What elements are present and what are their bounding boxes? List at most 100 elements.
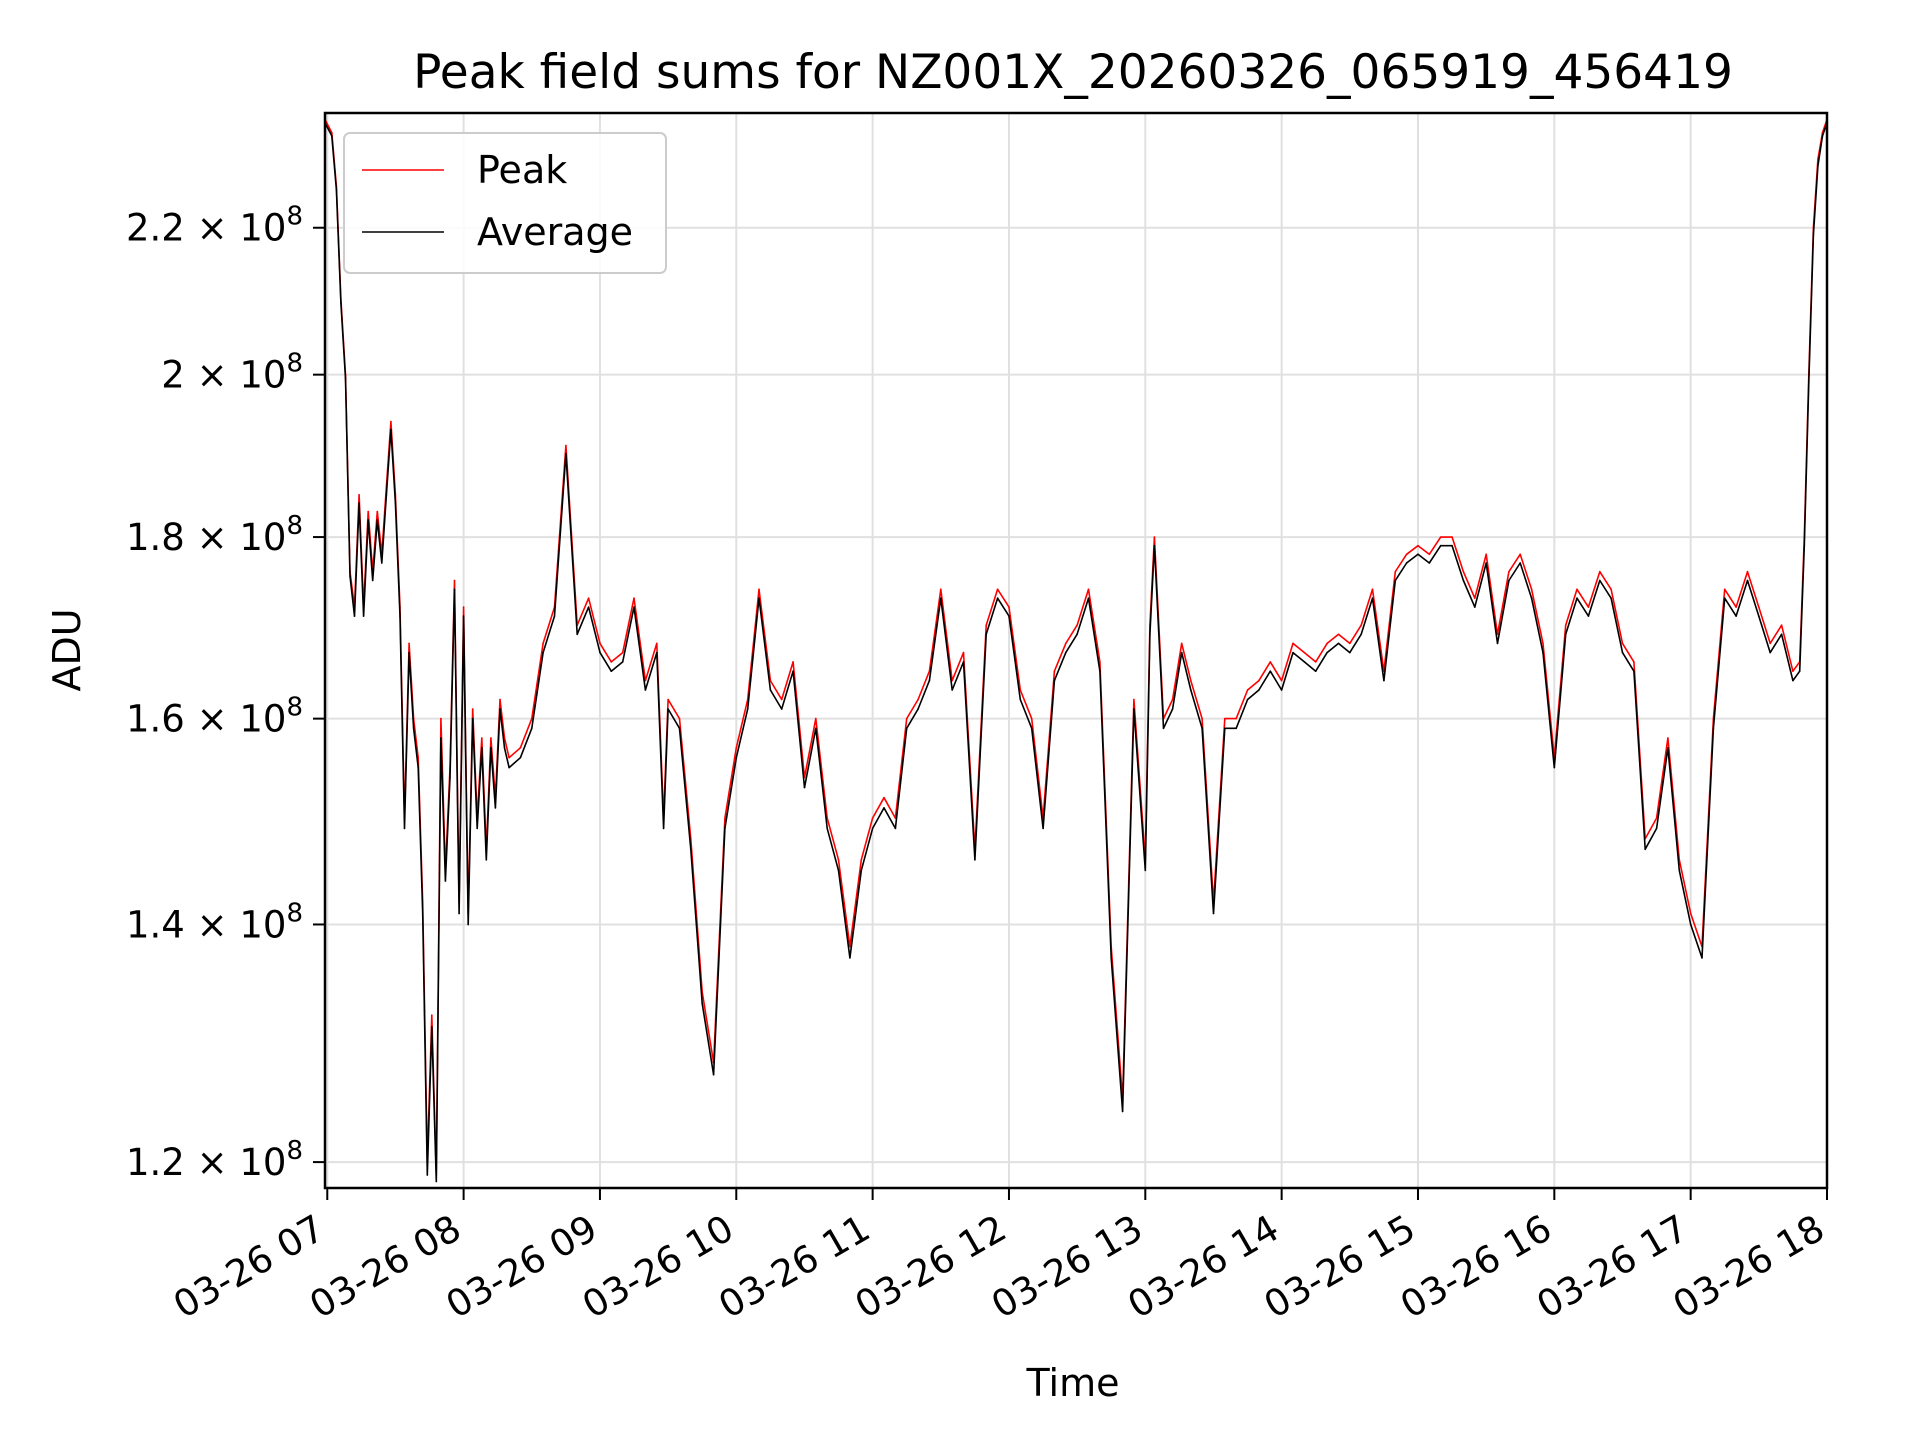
legend: Peak Average (343, 132, 667, 274)
data-point-average (444, 880, 447, 882)
data-point-average (894, 827, 897, 830)
data-point-peak (530, 717, 533, 720)
data-point-peak (1485, 553, 1488, 556)
data-point-average (1337, 642, 1340, 645)
data-point-peak (1189, 679, 1192, 682)
data-point-average (1712, 727, 1715, 730)
data-point-peak (1633, 661, 1635, 663)
data-point-average (576, 633, 579, 636)
data-point-peak (1473, 597, 1476, 600)
data-point-average (1348, 651, 1351, 654)
data-point-average (349, 575, 351, 577)
data-point-average (1180, 651, 1183, 654)
data-point-average (1746, 579, 1749, 582)
data-point-average (1610, 597, 1612, 600)
data-point-peak (1030, 717, 1033, 720)
data-point-peak (1780, 624, 1783, 627)
y-axis-title: ADU (45, 608, 89, 691)
plot-frame (323, 111, 1829, 1190)
data-point-peak (1326, 642, 1328, 645)
data-point-peak (1723, 588, 1726, 591)
data-point-average (814, 727, 817, 730)
grid (325, 113, 1828, 1188)
data-point-peak (871, 817, 874, 819)
data-point-peak (1201, 717, 1203, 720)
data-point-average (376, 519, 379, 521)
data-point-average (974, 858, 976, 861)
data-point-peak (1292, 642, 1294, 645)
data-point-peak (1314, 661, 1317, 663)
data-point-average (1280, 689, 1283, 691)
data-point-average (1701, 957, 1703, 959)
data-point-average (399, 615, 401, 617)
data-point-peak (367, 510, 370, 513)
data-point-peak (996, 588, 999, 591)
data-point-average (385, 493, 388, 496)
data-point-average (508, 766, 510, 769)
data-point-peak (1417, 544, 1419, 547)
data-point-average (599, 651, 601, 654)
data-point-peak (1076, 624, 1078, 627)
data-point-peak (471, 708, 474, 710)
data-point-average (1162, 727, 1165, 730)
data-point-average (449, 776, 451, 779)
data-point-average (1383, 679, 1385, 682)
y-tick-label: 1.2 × 108 (126, 1136, 303, 1184)
data-point-average (1735, 615, 1737, 617)
data-point-peak (1064, 642, 1067, 645)
data-point-average (358, 502, 360, 505)
data-point-average (1171, 708, 1174, 710)
data-point-peak (1598, 570, 1601, 573)
data-point-average (939, 597, 942, 600)
data-point-average (633, 606, 635, 608)
data-point-peak (667, 698, 669, 701)
data-point-average (421, 912, 424, 915)
data-point-average (403, 827, 406, 830)
data-point-average (1542, 651, 1544, 654)
data-point-average (1530, 597, 1533, 600)
data-point-average (1689, 923, 1692, 926)
data-point-average (662, 827, 665, 830)
data-point-average (426, 1174, 429, 1176)
data-point-peak (490, 737, 492, 739)
data-point-average (1508, 579, 1510, 582)
data-point-peak (1133, 698, 1135, 701)
data-point-average (644, 689, 647, 691)
data-point-average (435, 1180, 438, 1183)
data-point-peak (1087, 588, 1090, 591)
data-point-peak (985, 624, 988, 627)
data-point-average (678, 727, 681, 730)
data-point-average (1417, 553, 1419, 556)
data-point-average (340, 302, 342, 304)
data-point-peak (1564, 624, 1567, 627)
data-point-peak (1099, 661, 1101, 663)
data-point-average (1008, 615, 1010, 617)
data-point-peak (1171, 698, 1174, 701)
series-layer (324, 118, 1828, 1183)
data-point-peak (814, 717, 817, 720)
data-point-average (417, 766, 420, 769)
data-point-peak (1769, 642, 1772, 645)
data-point-average (503, 746, 506, 749)
data-point-average (462, 615, 465, 617)
data-point-average (1064, 651, 1067, 654)
data-point-peak (565, 444, 567, 447)
data-point-peak (1689, 912, 1692, 915)
data-point-peak (1394, 570, 1397, 573)
data-point-peak (837, 858, 840, 861)
data-point-average (467, 923, 470, 926)
data-point-average (542, 651, 544, 654)
data-point-average (803, 786, 806, 789)
data-point-average (430, 1026, 433, 1028)
data-point-average (485, 858, 488, 861)
data-point-average (621, 661, 624, 663)
data-point-average (996, 597, 999, 600)
data-point-average (610, 670, 613, 673)
data-point-average (724, 827, 726, 830)
data-point-average (962, 661, 965, 663)
data-point-average (335, 188, 338, 191)
data-point-peak (758, 588, 760, 591)
data-point-average (453, 588, 456, 591)
data-point-average (1235, 727, 1238, 730)
